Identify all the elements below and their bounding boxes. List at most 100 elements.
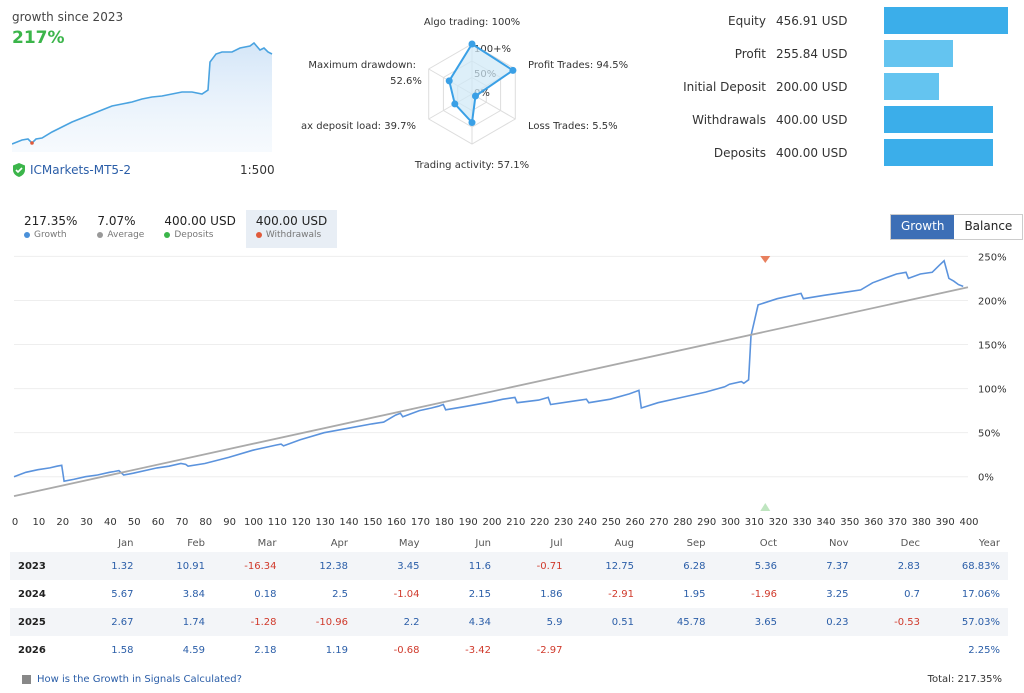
month-value: 0.23 <box>826 616 849 628</box>
radar-point <box>468 40 476 48</box>
month-value: 2.18 <box>254 644 277 656</box>
book-icon <box>22 675 31 684</box>
table-row: 2023 1.32 10.91 -16.34 12.38 3.45 11.6 -0.71 12.… <box>10 552 1008 580</box>
legend-growth[interactable]: 217.35% Growth <box>14 210 87 248</box>
month-value: 4.34 <box>468 616 491 628</box>
stat-value: 400.00 USD <box>776 113 848 127</box>
x-tick-label: 20 <box>56 517 69 528</box>
monthly-returns-table: Jan Feb Mar Apr May Jun Jul Aug Sep Oct Nov Dec Year… <box>10 534 1008 664</box>
month-value: 2.2 <box>403 616 420 628</box>
month-value: 1.74 <box>182 616 205 628</box>
broker-link[interactable]: ICMarkets-MT5-2 <box>12 163 131 177</box>
legend-label: Average <box>97 230 144 240</box>
radar-axis-label: Loss Trades: 5.5% <box>528 121 618 132</box>
stat-row-initial-deposit: Initial Deposit 200.00 USD <box>680 72 1020 102</box>
legend-withdrawals[interactable]: 400.00 USD Withdrawals <box>245 210 338 248</box>
month-value: 4.59 <box>182 644 205 656</box>
month-value: 5.67 <box>111 588 134 600</box>
x-tick-label: 250 <box>602 517 621 528</box>
x-tick-label: 320 <box>769 517 788 528</box>
total-growth: Total: 217.35% <box>927 674 1002 685</box>
x-tick-label: 240 <box>578 517 597 528</box>
x-tick-label: 120 <box>292 517 311 528</box>
month-value: -0.53 <box>894 616 920 628</box>
month-value: 12.38 <box>319 560 348 572</box>
stat-bar <box>884 40 954 67</box>
x-tick-label: 100 <box>244 517 263 528</box>
radar-axis-label: Trading activity: 57.1% <box>414 160 529 171</box>
month-value: 1.86 <box>540 588 563 600</box>
x-tick-label: 170 <box>411 517 430 528</box>
stat-bar <box>884 106 993 133</box>
x-tick-label: 190 <box>459 517 478 528</box>
legend-average[interactable]: 7.07% Average <box>87 210 154 248</box>
y-tick-label: 100% <box>978 385 1007 396</box>
x-tick-label: 90 <box>223 517 236 528</box>
month-value: 0.51 <box>611 616 634 628</box>
stat-name: Initial Deposit <box>683 80 766 94</box>
month-value: 6.28 <box>683 560 706 572</box>
x-tick-label: 10 <box>32 517 45 528</box>
month-value: 10.91 <box>176 560 205 572</box>
leverage: 1:500 <box>240 163 275 177</box>
balance-tab[interactable]: Balance <box>954 215 1023 239</box>
x-tick-label: 50 <box>128 517 141 528</box>
legend-label: Withdrawals <box>255 230 327 240</box>
radar-axis-label: Profit Trades: 94.5% <box>528 60 628 71</box>
x-tick-label: 40 <box>104 517 117 528</box>
month-value: 2.5 <box>332 588 348 600</box>
x-tick-label: 400 <box>959 517 978 528</box>
stat-row-withdrawals: Withdrawals 400.00 USD <box>680 105 1020 135</box>
month-value: -1.04 <box>393 588 420 600</box>
deposit-marker-icon[interactable] <box>760 503 771 511</box>
month-value: 1.95 <box>683 588 706 600</box>
legend-value: 7.07% <box>97 214 136 228</box>
x-tick-label: 200 <box>482 517 501 528</box>
stat-row-equity: Equity 456.91 USD <box>680 6 1020 36</box>
withdrawal-marker-icon[interactable] <box>760 256 771 263</box>
verified-shield-icon <box>13 163 25 177</box>
x-tick-label: 390 <box>936 517 955 528</box>
month-header: Nov <box>828 537 849 549</box>
x-tick-label: 350 <box>840 517 859 528</box>
growth-tab[interactable]: Growth <box>891 215 955 239</box>
x-tick-label: 130 <box>316 517 335 528</box>
x-tick-label: 290 <box>697 517 716 528</box>
month-value: -1.28 <box>250 616 277 628</box>
x-tick-label: 300 <box>721 517 740 528</box>
legend-dot-icon <box>97 232 104 238</box>
legend-value: 400.00 USD <box>164 214 236 228</box>
growth-calc-link[interactable]: How is the Growth in Signals Calculated? <box>22 674 242 685</box>
x-tick-label: 230 <box>554 517 573 528</box>
month-value: 0.18 <box>254 588 277 600</box>
year-header: Year <box>978 537 1000 549</box>
month-value: 12.75 <box>605 560 634 572</box>
legend-deposits[interactable]: 400.00 USD Deposits <box>154 210 245 248</box>
stat-name: Deposits <box>713 146 766 160</box>
month-header: Aug <box>614 537 634 549</box>
month-value: 2.83 <box>897 560 920 572</box>
month-value: 2.15 <box>468 588 491 600</box>
stat-bar <box>884 73 939 100</box>
x-tick-label: 160 <box>387 517 406 528</box>
month-header: Apr <box>330 537 348 549</box>
radar-point <box>509 66 517 74</box>
month-value: -3.42 <box>465 644 491 656</box>
radar-ring-label: 0% <box>474 88 490 99</box>
month-value: 11.6 <box>468 560 491 572</box>
x-tick-label: 80 <box>199 517 212 528</box>
table-row: 2025 2.67 1.74 -1.28 -10.96 2.2 4.34 5.9 0.51 45.… <box>10 608 1008 636</box>
x-tick-label: 70 <box>176 517 189 528</box>
x-tick-label: 280 <box>673 517 692 528</box>
x-tick-label: 0 <box>12 517 18 528</box>
broker-name: ICMarkets-MT5-2 <box>30 163 132 177</box>
radar-point <box>471 92 479 100</box>
stat-name: Withdrawals <box>692 113 766 127</box>
radar-axis-label: Maximum drawdown: <box>308 60 416 71</box>
radar-point <box>451 100 459 108</box>
month-value: -16.34 <box>244 560 277 572</box>
row-year: 2025 <box>18 616 46 628</box>
radar-axis-label: Algo trading: 100% <box>424 17 520 28</box>
x-tick-label: 340 <box>816 517 835 528</box>
month-header: Jun <box>475 537 491 549</box>
